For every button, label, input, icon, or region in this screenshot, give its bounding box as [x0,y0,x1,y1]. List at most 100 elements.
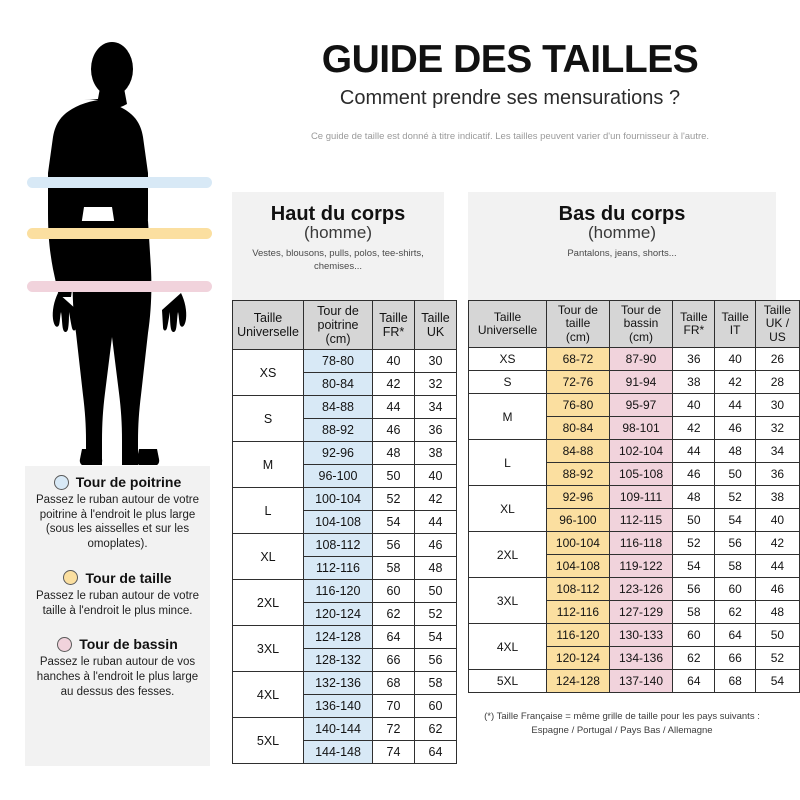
legend-item-chest: Tour de poitrine Passez le ruban autour … [35,474,200,552]
cell-fr: 36 [672,347,716,372]
table-row: 144-148 74 64 [233,740,457,764]
upper-body-panel-header: Haut du corps (homme) Vestes, blousons, … [232,192,444,304]
cell-fr: 44 [672,439,716,464]
footnote: (*) Taille Française = même grille de ta… [468,710,776,738]
table-row: S 72-76 91-94 38 42 28 [467,370,800,395]
table-row: 104-108 119-122 54 58 44 [469,554,800,579]
cell-universal-size: XL [232,533,304,580]
cell-it: 54 [714,508,756,533]
cell-it: 58 [714,554,756,579]
cell-uk: 44 [754,554,800,579]
legend-spacer [35,556,200,570]
cell-waist: 100-104 [546,531,610,556]
table-row: 88-92 46 36 [233,418,457,442]
cell-hip: 95-97 [608,393,674,418]
legend-desc-hip: Passez le ruban autour de vos hanches à … [36,656,199,698]
cell-fr: 64 [372,625,415,649]
col-header-universal-size: Taille Universelle [467,299,548,349]
cell-uk: 58 [414,671,457,695]
cell-fr: 62 [372,602,415,626]
table-row: 120-124 62 52 [233,602,457,626]
cell-uk: 52 [414,602,457,626]
chest-measure-band [27,177,212,188]
cell-fr: 48 [372,441,415,465]
legend-title-chest: Tour de poitrine [75,474,182,490]
table-row: 136-140 70 60 [233,694,457,718]
cell-fr: 64 [672,669,716,694]
cell-hip: 123-126 [608,577,674,602]
cell-universal-size: 5XL [232,717,304,764]
cell-chest: 96-100 [303,464,373,488]
table-row: XL 92-96 109-111 48 52 38 [467,485,800,533]
cell-chest: 120-124 [303,602,373,626]
table-row: XL 108-112 56 46 [232,533,457,580]
legend-desc-chest: Passez le ruban autour de votre poitrine… [35,494,200,551]
cell-uk: 60 [414,694,457,718]
table-row: 3XL 124-128 64 54 [232,625,457,672]
legend-item-hip: Tour de bassin Passez le ruban autour de… [35,636,200,699]
cell-universal-size: 3XL [232,625,304,672]
cell-it: 66 [714,646,756,671]
legend-item-waist: Tour de taille Passez le ruban autour de… [35,570,200,618]
col-header-uk-us: Taille UK / US [754,299,800,349]
cell-chest: 140-144 [303,717,373,741]
col-header-waist: Tour de taille (cm) [546,299,610,349]
cell-fr: 48 [672,485,716,510]
cell-chest: 80-84 [303,372,373,396]
cell-waist: 116-120 [546,623,610,648]
cell-fr: 74 [372,740,415,764]
col-header-hip: Tour de bassin (cm) [608,299,674,349]
cell-uk: 46 [414,533,457,557]
table-row: 3XL 108-112 123-126 56 60 46 [467,577,800,625]
cell-hip: 127-129 [608,600,674,625]
cell-uk: 54 [414,625,457,649]
cell-fr: 56 [372,533,415,557]
cell-universal-size: 4XL [467,623,548,671]
cell-uk: 26 [754,347,800,372]
cell-uk: 38 [754,485,800,510]
cell-it: 64 [714,623,756,648]
cell-universal-size: S [467,370,548,395]
cell-uk: 36 [754,462,800,487]
cell-chest: 104-108 [303,510,373,534]
cell-uk: 50 [414,579,457,603]
cell-hip: 109-111 [608,485,674,510]
cell-it: 62 [714,600,756,625]
chest-color-dot [53,474,69,490]
cell-fr: 54 [372,510,415,534]
waist-measure-band [27,228,212,239]
table-row: 112-116 58 48 [233,556,457,580]
cell-it: 68 [714,669,756,694]
lower-body-size-table: Taille Universelle Tour de taille (cm) Tour… [467,299,800,694]
cell-fr: 62 [672,646,716,671]
cell-universal-size: 2XL [467,531,548,579]
table-row: 2XL 100-104 116-118 52 56 42 [467,531,800,579]
cell-universal-size: 4XL [232,671,304,718]
page-subtitle: Comment prendre ses mensurations ? [339,86,681,109]
measurement-legend: Tour de poitrine Passez le ruban autour … [25,466,210,766]
cell-uk: 62 [414,717,457,741]
cell-waist: 76-80 [546,393,610,418]
cell-fr: 68 [372,671,415,695]
table-row: 104-108 54 44 [233,510,457,534]
cell-fr: 70 [372,694,415,718]
cell-fr: 46 [672,462,716,487]
cell-uk: 42 [754,531,800,556]
cell-hip: 91-94 [608,370,674,395]
body-silhouette-figure [12,25,227,465]
cell-hip: 105-108 [608,462,674,487]
col-header-fr: Taille FR* [372,300,415,350]
cell-fr: 50 [372,464,415,488]
col-header-chest: Tour de poitrine (cm) [303,300,373,350]
cell-fr: 60 [672,623,716,648]
cell-universal-size: M [232,441,304,488]
cell-waist: 112-116 [546,600,610,625]
cell-waist: 72-76 [546,370,610,395]
disclaimer-text: Ce guide de taille est donné à titre ind… [310,130,710,142]
cell-universal-size: L [467,439,548,487]
legend-spacer [35,622,200,636]
legend-desc-waist: Passez le ruban autour de votre taille à… [35,589,200,617]
cell-fr: 42 [672,416,716,441]
cell-waist: 88-92 [546,462,610,487]
hip-color-dot [57,636,73,652]
